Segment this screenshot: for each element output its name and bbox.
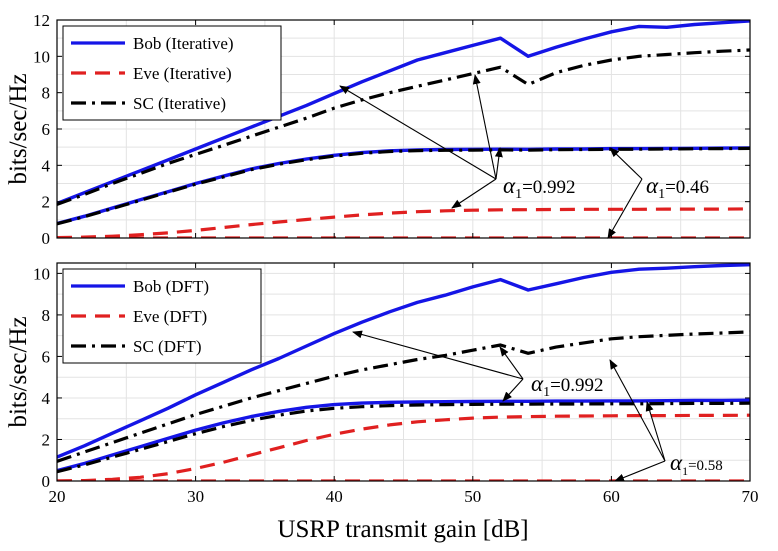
x-tick-label: 40 bbox=[326, 487, 343, 506]
y-tick-label: 0 bbox=[42, 229, 51, 248]
y-tick-label: 6 bbox=[42, 120, 51, 139]
alpha-annotation: α1=0.46 bbox=[646, 173, 709, 202]
annotation-arrow bbox=[614, 460, 666, 482]
y-tick-label: 4 bbox=[42, 156, 51, 175]
panel-dft: 0 2 4 6 8 10 20 30 40 50 60 70 α1=0.992 α1=0.58 Bob… bbox=[33, 262, 759, 506]
series-line-eve bbox=[57, 207, 750, 238]
annotation-arrow bbox=[502, 378, 524, 402]
annotation-arrow bbox=[645, 401, 666, 462]
y-ticks: 0 2 4 6 8 10 bbox=[33, 263, 751, 491]
y-axis-title-bottom: bits/sec/Hz bbox=[5, 316, 32, 427]
annotation-arrow bbox=[451, 178, 497, 209]
x-tick-label: 50 bbox=[464, 487, 481, 506]
legend-label: Bob (Iterative) bbox=[133, 34, 234, 53]
series-line-sc bbox=[57, 330, 750, 463]
annotation-arrows: α1=0.992 α1=0.58 bbox=[352, 330, 723, 482]
annotation-arrows: α1=0.992 α1=0.46 bbox=[339, 74, 709, 239]
annotation-arrow bbox=[472, 74, 497, 180]
alpha-annotation: α1=0.992 bbox=[503, 173, 576, 202]
legend: Bob (Iterative) Eve (Iterative) SC (Iterat… bbox=[62, 25, 282, 121]
series-line-sc bbox=[57, 146, 750, 226]
legend-label: Bob (DFT) bbox=[133, 277, 209, 296]
plot-frame bbox=[56, 262, 751, 482]
annotation-arrow bbox=[609, 359, 666, 462]
y-tick-label: 2 bbox=[42, 430, 51, 449]
annotation-arrow bbox=[609, 147, 643, 180]
y-tick-label: 8 bbox=[42, 306, 51, 325]
legend-label: SC (DFT) bbox=[133, 337, 201, 356]
series-group bbox=[57, 20, 750, 238]
panel-iterative: 0 2 4 6 8 10 12 α1=0.992 α1=0.46 Bob (Iterative… bbox=[33, 11, 751, 248]
annotation-arrow bbox=[494, 147, 503, 180]
x-tick-label: 70 bbox=[742, 487, 759, 506]
annotation-arrow bbox=[499, 346, 524, 380]
y-tick-label: 12 bbox=[33, 11, 50, 30]
series-line-bob bbox=[57, 263, 750, 459]
legend-label: Eve (DFT) bbox=[133, 307, 207, 326]
x-tick-label: 20 bbox=[49, 487, 66, 506]
series-group bbox=[57, 263, 750, 481]
grid bbox=[57, 20, 751, 238]
y-tick-label: 6 bbox=[42, 347, 51, 366]
y-tick-label: 8 bbox=[42, 84, 51, 103]
annotation-arrow bbox=[607, 178, 643, 239]
y-tick-label: 10 bbox=[33, 47, 50, 66]
y-tick-label: 0 bbox=[42, 472, 51, 491]
alpha-annotation: α1=0.58 bbox=[670, 450, 723, 478]
annotation-arrow bbox=[352, 330, 524, 380]
series-line-bob bbox=[57, 20, 750, 206]
x-axis-title: USRP transmit gain [dB] bbox=[277, 516, 528, 543]
series-line-bob bbox=[57, 398, 750, 473]
y-tick-label: 10 bbox=[33, 264, 50, 283]
y-tick-label: 2 bbox=[42, 193, 51, 212]
legend-label: Eve (Iterative) bbox=[133, 64, 232, 83]
legend: Bob (DFT) Eve (DFT) SC (DFT) bbox=[62, 268, 262, 364]
y-ticks: 0 2 4 6 8 10 12 bbox=[33, 11, 751, 248]
y-axis-title-top: bits/sec/Hz bbox=[5, 73, 32, 184]
x-tick-label: 60 bbox=[603, 487, 620, 506]
series-line-eve bbox=[57, 413, 750, 481]
legend-label: SC (Iterative) bbox=[133, 94, 226, 113]
x-tick-label: 30 bbox=[187, 487, 204, 506]
x-ticks: 20 30 40 50 60 70 bbox=[49, 487, 759, 506]
alpha-annotation: α1=0.992 bbox=[531, 371, 604, 400]
annotation-arrow bbox=[339, 85, 497, 180]
series-line-sc bbox=[57, 48, 750, 206]
y-tick-label: 4 bbox=[42, 389, 51, 408]
